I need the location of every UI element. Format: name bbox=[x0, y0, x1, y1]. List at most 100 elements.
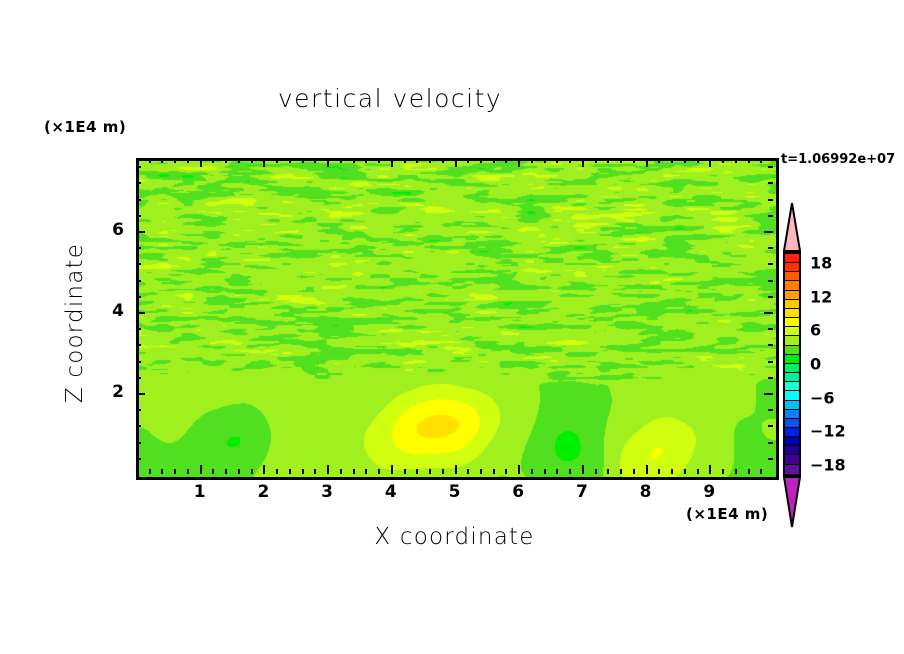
x-minor-tick bbox=[212, 469, 214, 474]
x-minor-tick bbox=[251, 469, 253, 474]
z-minor-tick-right bbox=[768, 425, 773, 427]
x-minor-tick bbox=[404, 469, 406, 474]
x-minor-tick-top bbox=[671, 158, 673, 163]
x-minor-tick-top bbox=[238, 158, 240, 163]
x-minor-tick-top bbox=[161, 158, 163, 163]
x-minor-tick-top bbox=[314, 158, 316, 163]
x-minor-tick bbox=[442, 469, 444, 474]
x-minor-tick bbox=[276, 469, 278, 474]
x-minor-tick-top bbox=[174, 158, 176, 163]
z-minor-tick-right bbox=[768, 344, 773, 346]
colorbar-tick-label: 0 bbox=[810, 354, 822, 374]
z-minor-tick bbox=[136, 182, 141, 184]
colorbar-band bbox=[785, 437, 799, 447]
x-minor-tick-top bbox=[569, 158, 571, 163]
x-minor-tick-top bbox=[620, 158, 622, 163]
colorbar-bands bbox=[783, 252, 801, 476]
colorbar: 18 12 6 0 −6 −12 −18 bbox=[780, 202, 846, 528]
z-minor-tick-right bbox=[768, 199, 773, 201]
x-tick-label: 7 bbox=[575, 482, 588, 502]
x-minor-tick-top bbox=[149, 158, 151, 163]
x-axis-title: X coordinate bbox=[374, 524, 535, 550]
x-minor-tick bbox=[544, 469, 546, 474]
x-tick-label: 2 bbox=[257, 482, 270, 502]
velocity-field-canvas bbox=[139, 161, 776, 477]
x-major-tick-top bbox=[709, 158, 711, 167]
x-minor-tick bbox=[748, 469, 750, 474]
colorbar-tick-label: −6 bbox=[810, 388, 835, 408]
colorbar-band bbox=[785, 290, 799, 300]
x-tick-label: 1 bbox=[193, 482, 206, 502]
x-axis-unit-label: (×1E4 m) bbox=[686, 505, 769, 523]
x-tick-label: 5 bbox=[448, 482, 461, 502]
contour-plot-area bbox=[136, 158, 779, 480]
colorbar-band bbox=[785, 400, 799, 410]
x-major-tick-top bbox=[200, 158, 202, 167]
x-major-tick-top bbox=[646, 158, 648, 167]
x-minor-tick-top bbox=[251, 158, 253, 163]
z-major-tick bbox=[136, 393, 145, 395]
z-minor-tick bbox=[136, 215, 141, 217]
x-minor-tick-top bbox=[658, 158, 660, 163]
x-major-tick-top bbox=[455, 158, 457, 167]
x-minor-tick-top bbox=[340, 158, 342, 163]
x-minor-tick-top bbox=[467, 158, 469, 163]
x-major-tick bbox=[200, 465, 202, 474]
z-minor-tick bbox=[136, 425, 141, 427]
colorbar-under-cap bbox=[783, 476, 801, 528]
x-minor-tick bbox=[633, 469, 635, 474]
colorbar-band bbox=[785, 464, 799, 474]
colorbar-band bbox=[785, 272, 799, 282]
x-minor-tick-top bbox=[531, 158, 533, 163]
colorbar-band bbox=[785, 446, 799, 456]
z-tick-label: 6 bbox=[112, 219, 124, 240]
x-minor-tick bbox=[161, 469, 163, 474]
x-major-tick bbox=[582, 465, 584, 474]
x-minor-tick-top bbox=[493, 158, 495, 163]
x-minor-tick bbox=[289, 469, 291, 474]
colorbar-band bbox=[785, 336, 799, 346]
colorbar-band bbox=[785, 363, 799, 374]
z-minor-tick-right bbox=[768, 296, 773, 298]
z-minor-tick-right bbox=[768, 377, 773, 379]
colorbar-band bbox=[785, 318, 799, 328]
z-minor-tick bbox=[136, 166, 141, 168]
x-minor-tick bbox=[671, 469, 673, 474]
x-minor-tick-top bbox=[429, 158, 431, 163]
colorbar-tick-label: 6 bbox=[810, 320, 822, 340]
x-major-tick bbox=[263, 465, 265, 474]
z-minor-tick-right bbox=[768, 263, 773, 265]
x-minor-tick-top bbox=[276, 158, 278, 163]
x-minor-tick-top bbox=[505, 158, 507, 163]
x-minor-tick-top bbox=[353, 158, 355, 163]
z-minor-tick bbox=[136, 328, 141, 330]
colorbar-band bbox=[785, 281, 799, 291]
x-minor-tick-top bbox=[556, 158, 558, 163]
z-minor-tick bbox=[136, 361, 141, 363]
x-minor-tick-top bbox=[365, 158, 367, 163]
z-major-tick-right bbox=[764, 231, 773, 233]
x-minor-tick bbox=[531, 469, 533, 474]
z-minor-tick bbox=[136, 263, 141, 265]
x-major-tick bbox=[327, 465, 329, 474]
colorbar-band bbox=[785, 354, 799, 364]
x-minor-tick bbox=[505, 469, 507, 474]
colorbar-band bbox=[785, 373, 799, 383]
x-minor-tick bbox=[697, 469, 699, 474]
colorbar-band bbox=[785, 254, 799, 264]
z-minor-tick bbox=[136, 409, 141, 411]
colorbar-band bbox=[785, 382, 799, 392]
x-major-tick-top bbox=[518, 158, 520, 167]
x-minor-tick-top bbox=[212, 158, 214, 163]
z-minor-tick bbox=[136, 458, 141, 460]
x-minor-tick bbox=[340, 469, 342, 474]
x-minor-tick-top bbox=[595, 158, 597, 163]
x-major-tick-top bbox=[582, 158, 584, 167]
x-minor-tick bbox=[238, 469, 240, 474]
x-minor-tick bbox=[187, 469, 189, 474]
x-minor-tick-top bbox=[416, 158, 418, 163]
z-minor-tick-right bbox=[768, 328, 773, 330]
z-major-tick bbox=[136, 231, 145, 233]
x-minor-tick-top bbox=[187, 158, 189, 163]
colorbar-tick-label: 18 bbox=[810, 253, 833, 273]
